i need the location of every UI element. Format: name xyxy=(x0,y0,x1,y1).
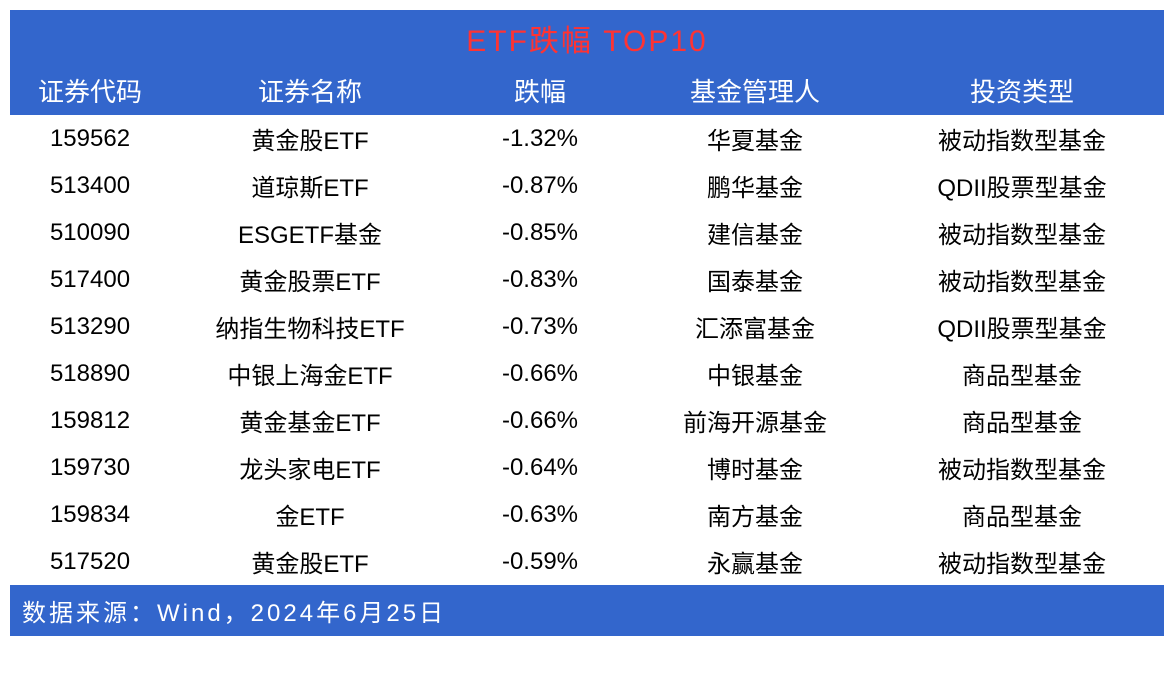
cell-manager: 南方基金 xyxy=(630,491,880,538)
table-body: 159562黄金股ETF-1.32%华夏基金被动指数型基金513400道琼斯ET… xyxy=(10,115,1164,585)
cell-change: -0.85% xyxy=(450,209,630,256)
table-row: 513400道琼斯ETF-0.87%鹏华基金QDII股票型基金 xyxy=(10,162,1164,209)
cell-change: -0.83% xyxy=(450,256,630,303)
cell-name: 金ETF xyxy=(170,491,450,538)
table-title-row: ETF跌幅 TOP10 xyxy=(10,10,1164,66)
header-code: 证券代码 xyxy=(10,66,170,115)
cell-type: 商品型基金 xyxy=(880,350,1164,397)
cell-type: 商品型基金 xyxy=(880,397,1164,444)
cell-code: 159834 xyxy=(10,491,170,538)
table-row: 518890中银上海金ETF-0.66%中银基金商品型基金 xyxy=(10,350,1164,397)
cell-code: 510090 xyxy=(10,209,170,256)
etf-decline-table: ETF跌幅 TOP10 证券代码 证券名称 跌幅 基金管理人 投资类型 1595… xyxy=(10,10,1164,636)
cell-change: -0.64% xyxy=(450,444,630,491)
cell-name: 纳指生物科技ETF xyxy=(170,303,450,350)
header-name: 证券名称 xyxy=(170,66,450,115)
cell-code: 159812 xyxy=(10,397,170,444)
cell-type: 被动指数型基金 xyxy=(880,115,1164,162)
table-row: 513290纳指生物科技ETF-0.73%汇添富基金QDII股票型基金 xyxy=(10,303,1164,350)
header-type: 投资类型 xyxy=(880,66,1164,115)
cell-type: 被动指数型基金 xyxy=(880,209,1164,256)
header-manager: 基金管理人 xyxy=(630,66,880,115)
cell-name: 黄金股票ETF xyxy=(170,256,450,303)
table-footer-row: 数据来源：Wind，2024年6月25日 xyxy=(10,585,1164,636)
table-row: 159812黄金基金ETF-0.66%前海开源基金商品型基金 xyxy=(10,397,1164,444)
cell-code: 159730 xyxy=(10,444,170,491)
cell-code: 159562 xyxy=(10,115,170,162)
cell-type: 商品型基金 xyxy=(880,491,1164,538)
cell-name: 黄金基金ETF xyxy=(170,397,450,444)
cell-code: 517400 xyxy=(10,256,170,303)
cell-change: -0.87% xyxy=(450,162,630,209)
cell-change: -1.32% xyxy=(450,115,630,162)
cell-change: -0.59% xyxy=(450,538,630,585)
cell-type: 被动指数型基金 xyxy=(880,444,1164,491)
cell-type: QDII股票型基金 xyxy=(880,303,1164,350)
table-title: ETF跌幅 TOP10 xyxy=(10,10,1164,66)
table-footer: 数据来源：Wind，2024年6月25日 xyxy=(10,585,1164,636)
cell-manager: 博时基金 xyxy=(630,444,880,491)
cell-type: 被动指数型基金 xyxy=(880,256,1164,303)
cell-name: 龙头家电ETF xyxy=(170,444,450,491)
cell-manager: 永赢基金 xyxy=(630,538,880,585)
cell-name: 黄金股ETF xyxy=(170,115,450,162)
cell-manager: 中银基金 xyxy=(630,350,880,397)
table-row: 159562黄金股ETF-1.32%华夏基金被动指数型基金 xyxy=(10,115,1164,162)
cell-manager: 汇添富基金 xyxy=(630,303,880,350)
cell-name: 道琼斯ETF xyxy=(170,162,450,209)
cell-change: -0.66% xyxy=(450,397,630,444)
cell-change: -0.66% xyxy=(450,350,630,397)
cell-change: -0.63% xyxy=(450,491,630,538)
cell-name: 黄金股ETF xyxy=(170,538,450,585)
cell-type: 被动指数型基金 xyxy=(880,538,1164,585)
cell-manager: 鹏华基金 xyxy=(630,162,880,209)
table-row: 159834金ETF-0.63%南方基金商品型基金 xyxy=(10,491,1164,538)
cell-code: 513400 xyxy=(10,162,170,209)
table-row: 510090ESGETF基金-0.85%建信基金被动指数型基金 xyxy=(10,209,1164,256)
table-row: 517520黄金股ETF-0.59%永赢基金被动指数型基金 xyxy=(10,538,1164,585)
cell-manager: 前海开源基金 xyxy=(630,397,880,444)
cell-code: 513290 xyxy=(10,303,170,350)
cell-type: QDII股票型基金 xyxy=(880,162,1164,209)
table-row: 517400黄金股票ETF-0.83%国泰基金被动指数型基金 xyxy=(10,256,1164,303)
cell-name: ESGETF基金 xyxy=(170,209,450,256)
header-change: 跌幅 xyxy=(450,66,630,115)
cell-code: 517520 xyxy=(10,538,170,585)
table-header-row: 证券代码 证券名称 跌幅 基金管理人 投资类型 xyxy=(10,66,1164,115)
cell-manager: 国泰基金 xyxy=(630,256,880,303)
cell-name: 中银上海金ETF xyxy=(170,350,450,397)
cell-change: -0.73% xyxy=(450,303,630,350)
cell-manager: 建信基金 xyxy=(630,209,880,256)
cell-code: 518890 xyxy=(10,350,170,397)
cell-manager: 华夏基金 xyxy=(630,115,880,162)
table-row: 159730龙头家电ETF-0.64%博时基金被动指数型基金 xyxy=(10,444,1164,491)
